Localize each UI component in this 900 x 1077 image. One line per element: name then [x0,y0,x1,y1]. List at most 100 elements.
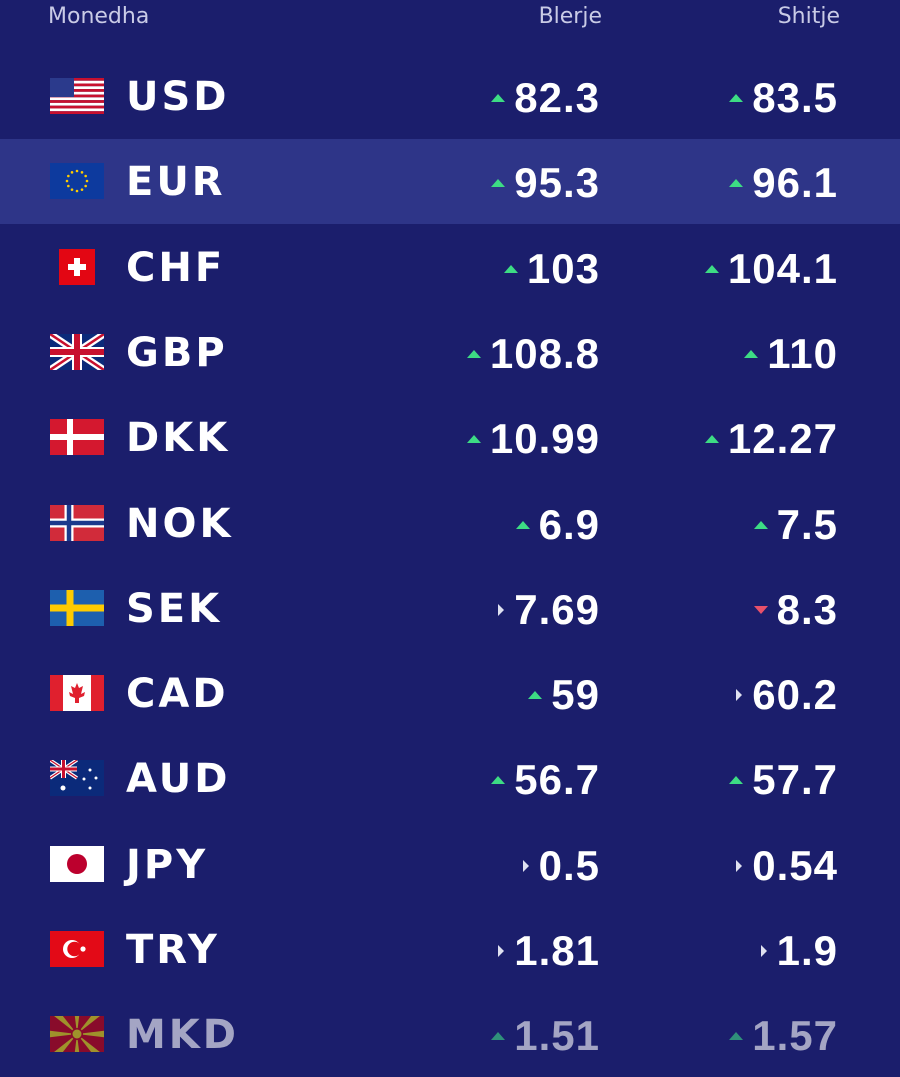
rate-row: CHF 103 104.1 [0,225,900,310]
currency-code: DKK [126,415,231,462]
flag [50,333,104,370]
trend-up [466,434,490,444]
flag [59,248,95,285]
sell-rate: 96.1 [728,159,838,207]
trend-flat [496,943,514,959]
rate-row: TRY 1.81 1.9 [0,907,900,992]
trend-up [490,93,514,103]
flag [50,504,104,541]
sell-value: 0.54 [752,841,838,889]
flag [50,845,104,882]
sell-rate: 7.5 [753,501,838,549]
sell-value: 1.9 [776,927,838,974]
currency-code: CAD [126,671,229,718]
sell-value: 110 [767,329,838,377]
currency-code: NOK [126,500,234,547]
trend-up [728,775,752,785]
trend-up [753,520,777,530]
sell-rate: 1.9 [759,927,838,975]
column-header: Monedha [48,4,150,29]
trend-up [743,349,767,359]
flag [50,760,104,797]
trend-up [728,93,752,103]
buy-value: 6.9 [538,500,600,548]
rate-row: CAD 59 60.2 [0,651,900,736]
buy-rate: 59 [527,671,600,719]
buy-value: 1.81 [514,927,600,974]
flag [50,931,104,967]
flag [50,163,104,200]
rate-row: USD 82.3 83.5 [0,54,900,139]
buy-rate: 7.69 [496,586,600,634]
sell-rate: 60.2 [734,671,838,719]
sell-value: 1.57 [752,1012,838,1060]
column-header: Blerje [538,4,602,29]
buy-value: 82.3 [514,74,600,121]
sell-value: 8.3 [776,585,838,633]
sell-rate: 57.7 [728,756,838,804]
currency-code: TRY [126,927,220,973]
buy-value: 0.5 [538,841,600,889]
buy-rate: 6.9 [515,501,600,549]
currency-code: EUR [126,159,226,206]
sell-rate: 0.54 [734,842,838,890]
trend-down [753,605,777,615]
trend-up [490,178,514,188]
trend-up [490,1031,514,1041]
sell-rate: 12.27 [704,415,838,463]
trend-up [466,349,490,359]
trend-up [704,434,728,444]
rate-row: NOK 6.9 7.5 [0,481,900,566]
buy-rate: 82.3 [490,74,600,122]
currency-code: JPY [126,841,209,888]
sell-rate: 104.1 [704,245,838,293]
rate-row: DKK 10.99 12.27 [0,395,900,480]
flag [50,78,104,114]
buy-rate: 10.99 [466,415,600,463]
flag [50,675,104,712]
sell-value: 96.1 [752,159,838,207]
sell-value: 7.5 [776,500,838,548]
sell-value: 12.27 [727,415,838,463]
rate-row: JPY 0.5 0.54 [0,822,900,907]
trend-up [515,520,539,530]
column-header: Shitje [777,4,840,29]
trend-up [704,264,728,274]
currency-code: AUD [126,756,231,803]
currency-code: USD [126,74,230,120]
currency-code: GBP [126,329,228,376]
sell-rate: 1.57 [728,1012,838,1060]
sell-rate: 8.3 [753,586,838,634]
trend-flat [496,602,514,618]
trend-up [503,264,527,274]
rate-row: GBP 108.8 110 [0,310,900,395]
sell-rate: 110 [743,330,838,378]
flag [50,589,104,626]
sell-value: 83.5 [752,74,838,121]
trend-flat [759,943,777,959]
buy-rate: 1.51 [490,1012,600,1060]
sell-value: 104.1 [727,244,838,292]
rate-row: EUR 95.3 96.1 [0,139,900,225]
flag [50,419,104,456]
trend-up [728,178,752,188]
sell-rate: 83.5 [728,74,838,122]
flag [50,1016,104,1053]
buy-value: 103 [526,244,600,292]
buy-value: 59 [551,671,600,719]
buy-rate: 1.81 [496,927,600,975]
buy-rate: 0.5 [521,842,600,890]
sell-value: 57.7 [752,756,838,804]
buy-value: 108.8 [489,329,600,377]
buy-value: 10.99 [489,415,600,463]
rate-row: MKD 1.51 1.57 [0,992,900,1077]
trend-up [527,690,551,700]
buy-rate: 56.7 [490,756,600,804]
sell-value: 60.2 [752,671,838,719]
currency-code: SEK [126,585,223,632]
trend-flat [521,858,539,874]
trend-up [490,775,514,785]
buy-value: 56.7 [514,756,600,804]
buy-rate: 95.3 [490,159,600,207]
